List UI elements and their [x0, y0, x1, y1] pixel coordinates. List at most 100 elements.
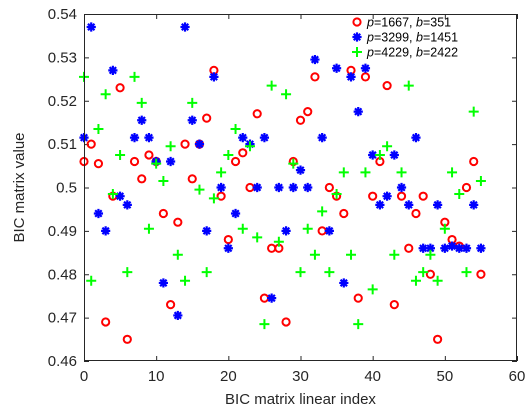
data-point-plus — [194, 184, 205, 195]
y-axis-label: BIC matrix value — [11, 132, 28, 242]
data-point-plus — [454, 189, 465, 200]
x-tick-label: 40 — [364, 368, 381, 385]
data-point-plus — [338, 167, 349, 178]
data-point-asterisk — [331, 63, 342, 73]
data-point-circle — [389, 300, 399, 310]
data-point-asterisk — [389, 150, 399, 160]
legend-label-1-b-val: =351 — [423, 16, 451, 30]
data-point-asterisk — [310, 54, 320, 65]
legend-label-3-b-val: =2422 — [423, 46, 458, 60]
data-point-asterisk — [230, 208, 241, 219]
data-point-circle — [173, 217, 183, 227]
data-point-circle — [86, 139, 96, 149]
data-point-asterisk — [339, 278, 349, 288]
data-point-asterisk — [440, 243, 450, 253]
data-point-asterisk — [447, 241, 457, 251]
data-point-plus — [331, 189, 342, 200]
data-point-plus — [273, 236, 284, 247]
legend-entry-1: p=1667, b=351 — [352, 16, 451, 30]
legend-label-1-p: p — [366, 16, 374, 30]
data-point-asterisk — [223, 243, 233, 253]
data-point-circle — [433, 334, 443, 344]
data-point-plus — [180, 275, 191, 286]
data-point-asterisk — [122, 200, 132, 210]
data-point-plus — [151, 158, 162, 169]
data-point-plus — [346, 249, 357, 260]
data-point-plus — [115, 149, 126, 160]
data-point-circle — [137, 174, 147, 184]
data-point-asterisk — [353, 106, 363, 117]
data-point-plus — [136, 97, 147, 108]
data-point-asterisk — [180, 22, 190, 32]
data-point-plus — [432, 275, 443, 286]
data-point-circle — [281, 317, 291, 327]
data-point-plus — [107, 189, 118, 200]
data-point-plus — [230, 123, 241, 134]
data-point-circle — [303, 106, 313, 117]
data-point-asterisk — [158, 278, 168, 288]
legend-label-2-b-val: =1451 — [423, 31, 458, 45]
data-points — [79, 22, 486, 344]
data-point-circle — [230, 156, 241, 167]
data-point-asterisk — [173, 310, 183, 321]
data-point-asterisk — [288, 182, 298, 193]
data-point-asterisk — [461, 243, 472, 253]
legend: p=1667, b=351 p=3299, b=1451 p=4229, b=2… — [352, 16, 458, 60]
data-point-asterisk — [425, 243, 435, 253]
data-point-circle — [476, 269, 486, 279]
data-point-circle — [101, 317, 111, 327]
legend-marker-plus — [352, 47, 362, 57]
data-point-circle — [252, 109, 262, 119]
legend-label-2-p-val: =3299, — [374, 31, 416, 45]
data-point-asterisk — [404, 200, 414, 210]
data-point-circle — [93, 159, 104, 169]
data-point-circle — [353, 293, 363, 303]
data-point-plus — [389, 249, 400, 260]
data-point-circle — [396, 191, 407, 201]
data-point-asterisk — [281, 226, 291, 236]
data-point-plus — [201, 267, 212, 278]
data-point-plus — [122, 267, 133, 278]
data-point-plus — [410, 275, 421, 286]
x-tick-label: 20 — [220, 368, 237, 385]
data-point-plus — [237, 223, 248, 234]
legend-marker-asterisk — [352, 32, 362, 42]
data-point-asterisk — [187, 115, 197, 125]
legend-marker-asterisk — [352, 32, 362, 42]
data-point-plus — [216, 167, 227, 178]
data-point-plus — [353, 319, 364, 330]
series-1 — [79, 65, 486, 344]
data-point-plus — [143, 223, 154, 234]
data-point-circle — [144, 150, 154, 160]
y-tick-label: 0.54 — [48, 6, 77, 23]
data-point-circle — [202, 113, 212, 123]
data-point-asterisk — [137, 115, 147, 125]
data-point-circle — [418, 191, 428, 201]
data-point-plus — [425, 249, 436, 260]
plot-border — [84, 14, 517, 361]
data-point-plus — [165, 141, 176, 152]
data-point-plus — [295, 267, 306, 278]
x-tick-label: 30 — [292, 368, 309, 385]
data-point-circle — [404, 243, 414, 253]
data-point-circle — [310, 72, 320, 82]
y-tick-label: 0.46 — [48, 353, 77, 370]
y-tick-label: 0.52 — [48, 93, 77, 110]
data-point-plus — [475, 175, 486, 186]
data-point-circle — [368, 191, 378, 201]
data-point-circle — [129, 156, 140, 167]
data-point-plus — [367, 284, 378, 295]
data-point-asterisk — [216, 182, 226, 193]
data-point-asterisk — [209, 72, 219, 82]
data-point-circle — [180, 139, 190, 149]
data-point-plus — [244, 141, 255, 152]
data-point-asterisk — [454, 243, 464, 253]
legend-entry-2: p=3299, b=1451 — [352, 31, 458, 45]
data-point-circle — [425, 269, 435, 279]
legend-label-2-b: b — [416, 31, 423, 45]
data-point-asterisk — [238, 133, 248, 143]
data-point-circle — [223, 234, 233, 245]
data-point-circle — [382, 80, 392, 91]
data-point-asterisk — [194, 139, 205, 149]
data-point-asterisk — [93, 208, 104, 219]
